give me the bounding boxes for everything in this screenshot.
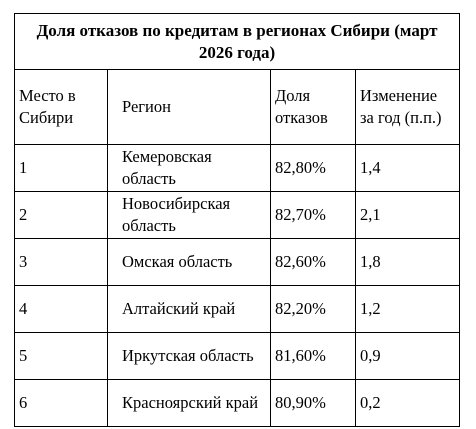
cell-place: 3 bbox=[14, 238, 108, 286]
cell-change: 2,1 bbox=[354, 191, 461, 239]
table-row: 5 Иркутская область 81,60% 0,9 bbox=[14, 332, 461, 380]
cell-region: Иркутская область bbox=[107, 332, 271, 380]
cell-place: 1 bbox=[14, 144, 108, 192]
column-header-share: Доля отказов bbox=[270, 69, 356, 145]
column-header-region: Регион bbox=[107, 69, 271, 145]
cell-place: 2 bbox=[14, 191, 108, 239]
data-table: Доля отказов по кредитам в регионах Сиби… bbox=[13, 13, 461, 427]
cell-region: Кемеровская область bbox=[107, 144, 271, 192]
cell-region: Алтайский край bbox=[107, 285, 271, 333]
column-header-change: Изменение за год (п.п.) bbox=[354, 69, 461, 145]
header-row: Место в Сибири Регион Доля отказов Измен… bbox=[14, 69, 461, 145]
cell-share: 82,70% bbox=[270, 191, 356, 239]
column-header-place: Место в Сибири bbox=[14, 69, 108, 145]
cell-change: 1,4 bbox=[354, 144, 461, 192]
cell-share: 82,20% bbox=[270, 285, 356, 333]
table-row: 3 Омская область 82,60% 1,8 bbox=[14, 238, 461, 286]
cell-change: 1,8 bbox=[354, 238, 461, 286]
cell-change: 1,2 bbox=[354, 285, 461, 333]
cell-place: 4 bbox=[14, 285, 108, 333]
table-row: 2 Новосибирская область 82,70% 2,1 bbox=[14, 191, 461, 239]
cell-change: 0,9 bbox=[354, 332, 461, 380]
cell-region: Новосибирская область bbox=[107, 191, 271, 239]
cell-place: 6 bbox=[14, 379, 108, 427]
cell-region: Красноярский край bbox=[107, 379, 271, 427]
cell-region: Омская область bbox=[107, 238, 271, 286]
table-row: 6 Красноярский край 80,90% 0,2 bbox=[14, 379, 461, 427]
table-row: 4 Алтайский край 82,20% 1,2 bbox=[14, 285, 461, 333]
cell-share: 82,60% bbox=[270, 238, 356, 286]
cell-share: 81,60% bbox=[270, 332, 356, 380]
table-container: Доля отказов по кредитам в регионах Сиби… bbox=[13, 13, 461, 427]
cell-change: 0,2 bbox=[354, 379, 461, 427]
cell-share: 82,80% bbox=[270, 144, 356, 192]
cell-share: 80,90% bbox=[270, 379, 356, 427]
table-title: Доля отказов по кредитам в регионах Сиби… bbox=[13, 13, 461, 70]
title-row: Доля отказов по кредитам в регионах Сиби… bbox=[13, 13, 461, 70]
cell-place: 5 bbox=[14, 332, 108, 380]
table-row: 1 Кемеровская область 82,80% 1,4 bbox=[14, 144, 461, 192]
